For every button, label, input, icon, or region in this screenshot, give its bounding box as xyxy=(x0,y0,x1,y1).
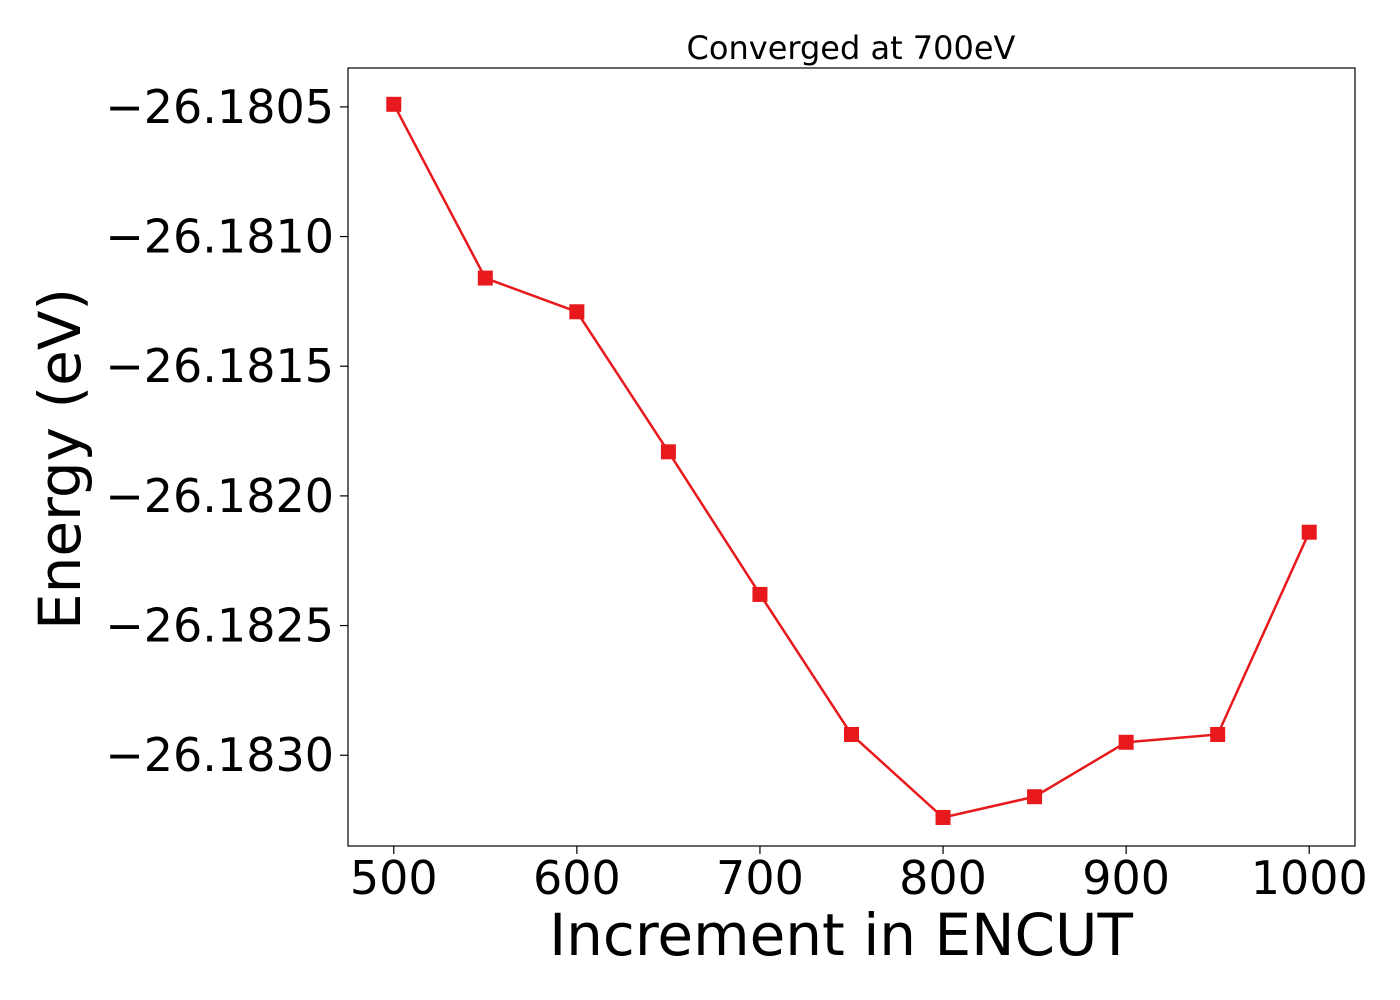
y-tick-label: −26.1810 xyxy=(105,210,334,264)
y-tick-label: −26.1825 xyxy=(105,599,334,653)
data-point xyxy=(386,96,402,112)
data-point xyxy=(935,809,951,825)
y-tick-label: −26.1820 xyxy=(105,469,334,523)
x-tick-label: 1000 xyxy=(1251,851,1368,905)
y-tick-label: −26.1815 xyxy=(105,339,334,393)
data-point xyxy=(844,726,859,742)
data-point xyxy=(660,444,676,460)
y-tick-label: −26.1830 xyxy=(105,728,334,782)
data-point xyxy=(1210,726,1226,742)
data-point xyxy=(752,586,768,602)
x-axis: 500 600 700 800 900 1000 xyxy=(350,846,1368,905)
x-tick-label: 900 xyxy=(1082,851,1170,905)
data-point xyxy=(477,270,493,286)
series-layer xyxy=(386,96,1317,825)
x-tick-label: 600 xyxy=(533,851,621,905)
data-point xyxy=(1118,734,1134,750)
x-tick-label: 800 xyxy=(899,851,987,905)
y-axis-label: Energy (eV) xyxy=(26,288,94,630)
x-axis-label: Increment in ENCUT xyxy=(549,901,1133,969)
x-tick-label: 500 xyxy=(350,851,438,905)
data-point xyxy=(1027,789,1043,805)
x-tick-label: 700 xyxy=(716,851,804,905)
plot-area xyxy=(347,67,1356,847)
y-axis: −26.1805 −26.1810 −26.1815 −26.1820 −26.1825… xyxy=(105,80,348,782)
y-tick-label: −26.1805 xyxy=(105,80,334,134)
data-point xyxy=(1301,524,1317,540)
chart-title: Converged at 700eV xyxy=(687,29,1016,67)
data-point xyxy=(569,304,585,320)
